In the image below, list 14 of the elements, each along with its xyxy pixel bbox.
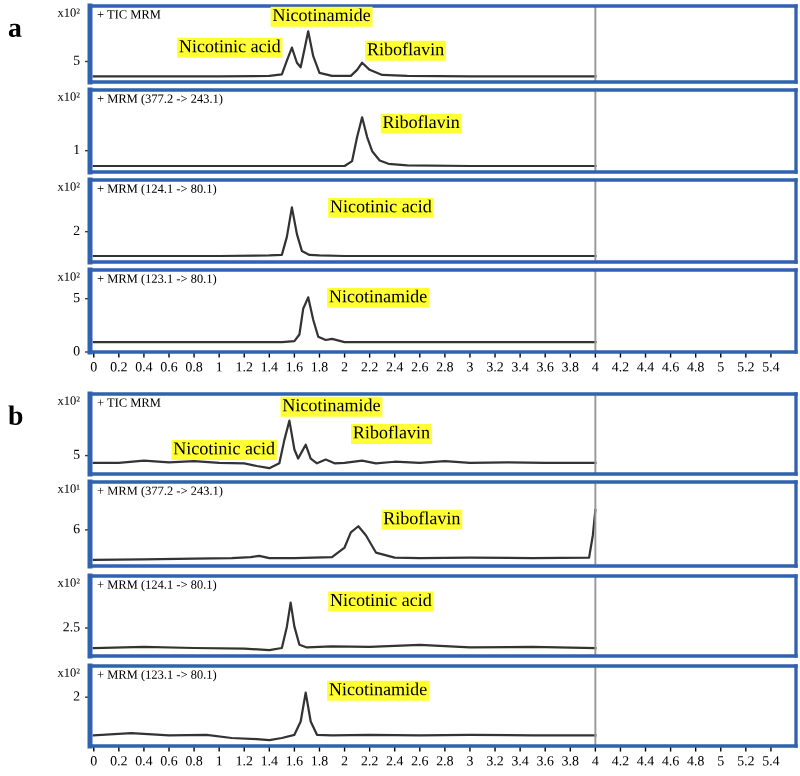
annotation: Nicotinic acid: [179, 39, 281, 53]
annotation: Nicotinic acid: [330, 593, 432, 607]
text: Nicotinamide: [272, 8, 371, 22]
annotation: Riboflavin: [367, 42, 444, 56]
annotation: Riboflavin: [383, 115, 460, 129]
annotation: Nicotinic acid: [173, 441, 275, 455]
annotation: Nicotinamide: [329, 289, 427, 303]
chart-title: b: [8, 405, 23, 425]
annotation: Riboflavin: [353, 425, 430, 439]
annotation: Nicotinic acid: [330, 199, 432, 213]
text: Nicotinamide: [282, 398, 380, 412]
annotation: Riboflavin: [383, 511, 461, 525]
annotation: Nicotinamide: [329, 682, 427, 696]
chart-title: a: [8, 23, 22, 37]
